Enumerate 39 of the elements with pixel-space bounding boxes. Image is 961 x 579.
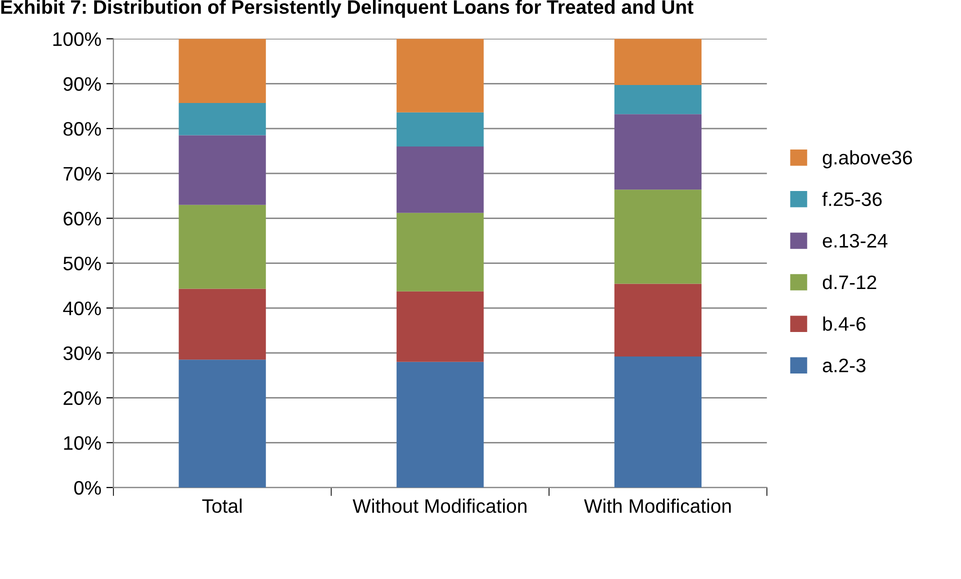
legend-label: f.25-36 [822,192,882,206]
y-tick-label: 30% [63,346,101,360]
bar [178,38,266,103]
legend-label: d.7-12 [822,274,876,290]
bar [614,284,702,356]
y-tick-label: 10% [64,436,101,450]
bar [178,360,266,488]
x-tick-label: Total [202,498,242,513]
y-tick-label: 100% [53,32,101,46]
y-tick-label: 80% [64,122,101,136]
legend-label: b.4-6 [823,316,866,331]
y-tick-label: 50% [63,256,101,270]
legend-label: e.13-24 [822,234,888,248]
bar [614,114,702,190]
bar [396,146,484,213]
y-tick-label: 90% [64,77,101,91]
bar [396,291,484,362]
bar [178,135,266,205]
legend-label: a.2-3 [822,358,866,372]
y-tick-label: 20% [64,391,101,406]
chart-title: Exhibit 7: Distribution of Persistently Delinquent Loans for Treated and Unt [1,0,694,18]
x-tick-label: Without Modification [352,498,526,513]
bar [178,102,266,136]
x-tick-label: With Modification [584,498,731,513]
bar [614,38,702,86]
legend-label: g.above36 [822,150,912,168]
bar [396,112,484,146]
y-tick-label: 70% [64,166,101,181]
bar [614,356,702,488]
bar [614,190,702,284]
bar [178,204,266,289]
bar [178,288,266,360]
y-tick-label: 40% [63,301,101,316]
bar [396,38,484,112]
bar [614,85,702,114]
bar [396,212,484,292]
bar [396,362,484,488]
y-tick-label: 60% [64,212,101,226]
y-tick-label: 0% [74,480,101,495]
